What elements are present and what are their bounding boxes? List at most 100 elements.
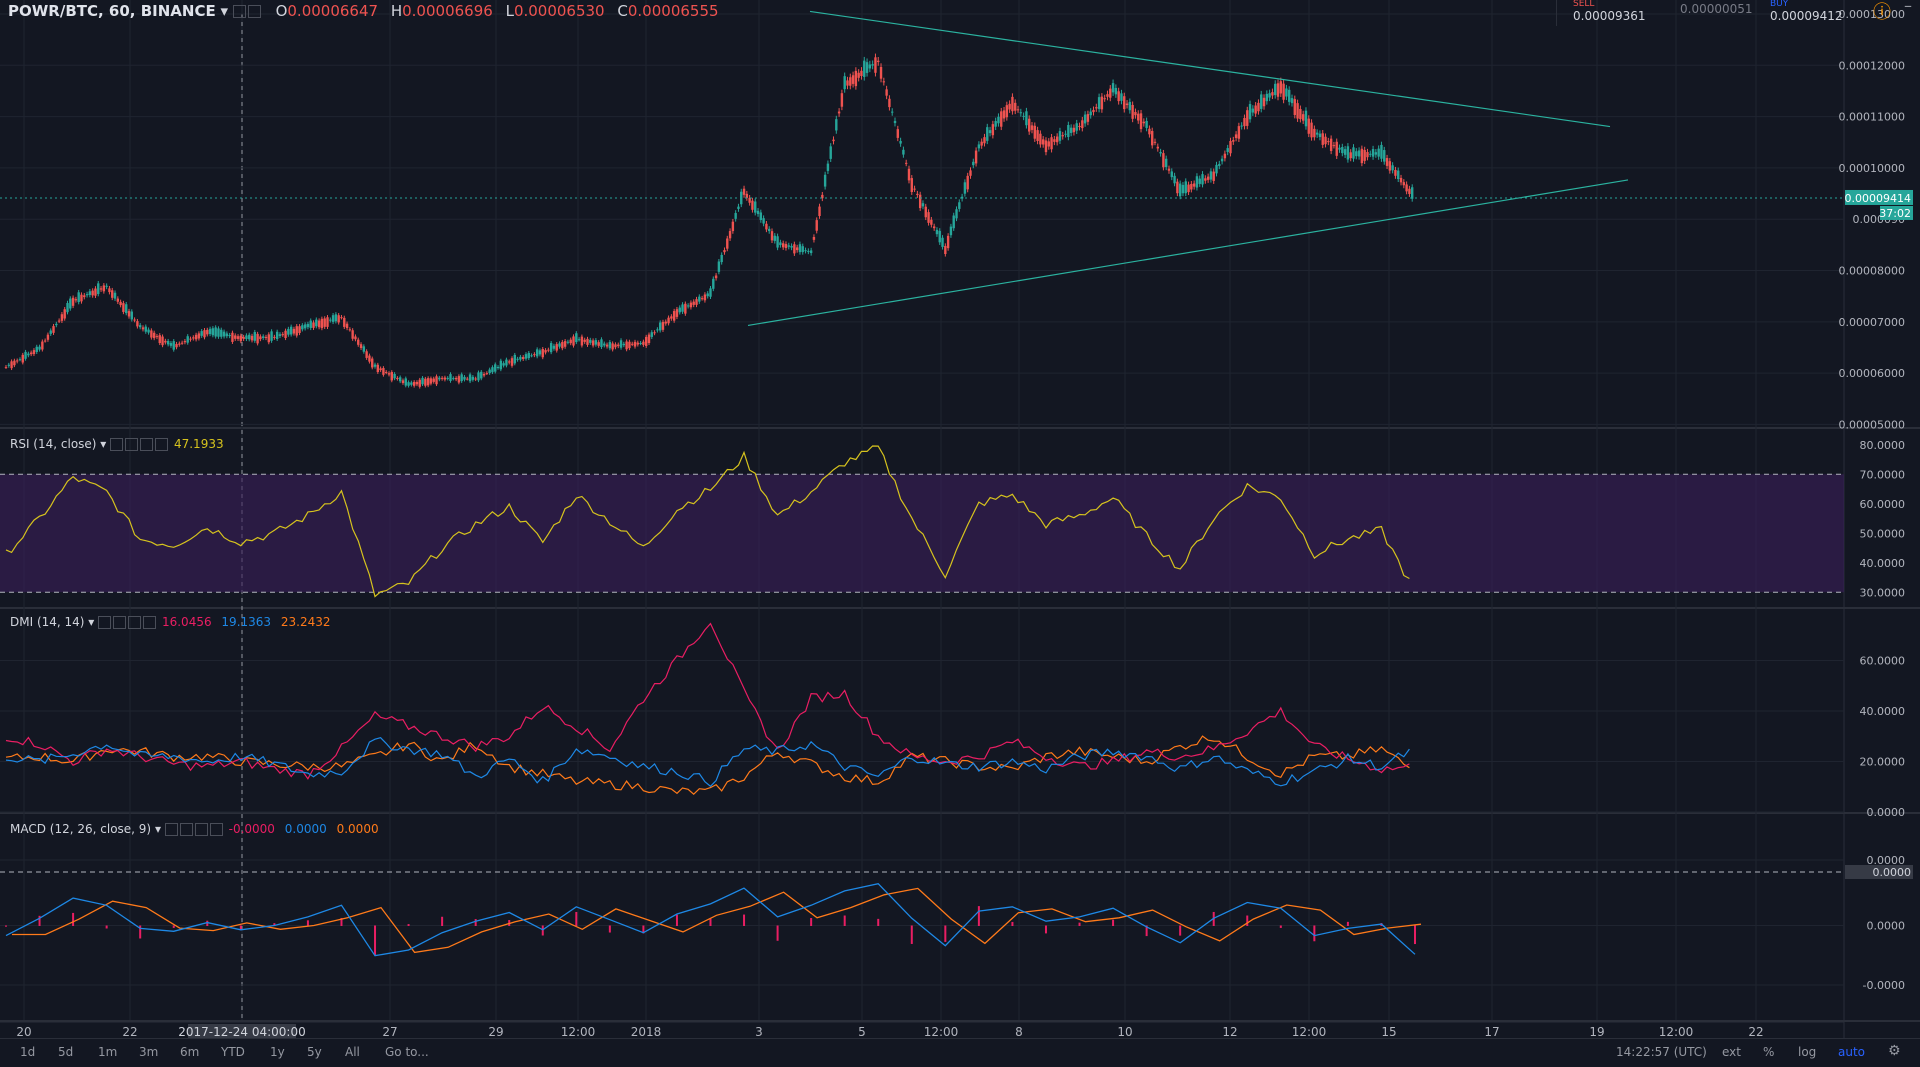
- candle-body: [144, 326, 147, 332]
- dmi-legend[interactable]: DMI (14, 14) ▾ 16.0456 19.1363 23.2432: [10, 615, 331, 629]
- candle-body: [1287, 89, 1291, 102]
- goto-button[interactable]: Go to...: [385, 1045, 429, 1059]
- candle-body: [765, 223, 768, 230]
- candle-body: [1307, 118, 1310, 134]
- percent-toggle[interactable]: %: [1763, 1045, 1775, 1059]
- range-6m[interactable]: 6m: [180, 1045, 200, 1059]
- auto-toggle[interactable]: auto: [1838, 1045, 1866, 1059]
- candle-body: [197, 333, 201, 339]
- eye-icon[interactable]: [113, 616, 127, 629]
- candle-body: [997, 116, 1000, 124]
- candle-body: [703, 294, 707, 301]
- candle-body: [60, 314, 64, 321]
- candle-body: [27, 353, 30, 356]
- candle-body: [826, 163, 830, 171]
- candle-body: [1039, 133, 1042, 145]
- minimize-icon[interactable]: –: [1904, 0, 1912, 15]
- settings-icon[interactable]: [110, 438, 124, 451]
- candle-body: [1095, 107, 1098, 109]
- macd-legend[interactable]: MACD (12, 26, close, 9) ▾ -0.0000 0.0000…: [10, 822, 379, 836]
- candle-body: [541, 348, 544, 358]
- candle-body: [793, 244, 796, 254]
- candle-body: [1159, 151, 1162, 154]
- candle-body: [21, 354, 24, 363]
- macd-histogram-bar: [642, 925, 645, 934]
- candle-body: [781, 243, 785, 248]
- candle-body: [426, 378, 430, 386]
- range-3m[interactable]: 3m: [139, 1045, 159, 1059]
- candle-body: [667, 317, 670, 324]
- candle-body: [32, 350, 36, 355]
- x-tick-label: 12:00: [1292, 1025, 1327, 1039]
- candle-body: [24, 351, 27, 359]
- close-icon[interactable]: [155, 438, 169, 451]
- x-tick-label: 12:00: [924, 1025, 959, 1039]
- symbol-header[interactable]: POWR/BTC, 60, BINANCE ▾ O0.00006647 H0.0…: [8, 2, 719, 20]
- range-5d[interactable]: 5d: [58, 1045, 74, 1059]
- buy-button[interactable]: BUY 0.00009412: [1770, 0, 1843, 26]
- eye-icon[interactable]: [179, 823, 193, 836]
- candle-body: [1223, 153, 1227, 159]
- chevron-down-icon[interactable]: ▾: [220, 2, 229, 20]
- symbol-title[interactable]: POWR/BTC, 60, BINANCE: [8, 2, 216, 20]
- info-icon[interactable]: ⓘ: [1873, 2, 1891, 23]
- candle-body: [127, 311, 131, 317]
- dmi-adx-line: [5, 735, 1410, 796]
- candle-body: [301, 325, 304, 330]
- candle-body: [7, 364, 10, 366]
- candle-body: [773, 235, 776, 241]
- candle-body: [474, 378, 477, 380]
- candle-body: [790, 245, 793, 248]
- buy-label: BUY: [1770, 0, 1789, 9]
- candle-body: [731, 221, 735, 232]
- range-1d[interactable]: 1d: [20, 1045, 36, 1059]
- countdown-badge: [1880, 205, 1913, 220]
- eye-icon[interactable]: [125, 438, 139, 451]
- plus-icon[interactable]: [140, 438, 154, 451]
- candle-body: [779, 242, 782, 246]
- triangle-lower-trendline: [747, 179, 1629, 327]
- candle-body: [1137, 113, 1140, 121]
- macd-histogram-bar: [5, 925, 7, 927]
- plus-icon[interactable]: [128, 616, 142, 629]
- candle-body: [438, 377, 441, 380]
- candle-body: [535, 349, 539, 357]
- close-icon[interactable]: [209, 823, 223, 836]
- gear-icon[interactable]: [232, 5, 246, 18]
- plus-icon[interactable]: [194, 823, 208, 836]
- gear-icon[interactable]: ⚙: [1888, 1043, 1901, 1059]
- candle-body: [1195, 176, 1199, 188]
- candle-body: [1111, 83, 1115, 93]
- eye-icon[interactable]: [247, 5, 261, 18]
- candle-body: [980, 141, 983, 146]
- log-toggle[interactable]: log: [1798, 1045, 1817, 1059]
- candle-body: [401, 380, 405, 384]
- macd-histogram-bar: [273, 923, 276, 926]
- candle-body: [217, 328, 220, 337]
- candle-body: [1343, 149, 1347, 155]
- candle-body: [1265, 93, 1269, 102]
- settings-icon[interactable]: [164, 823, 178, 836]
- settings-icon[interactable]: [98, 616, 112, 629]
- range-5y[interactable]: 5y: [307, 1045, 322, 1059]
- candle-body: [751, 200, 754, 210]
- candle-body: [868, 64, 872, 69]
- rsi-legend[interactable]: RSI (14, close) ▾ 47.1933: [10, 437, 224, 451]
- range-ytd[interactable]: YTD: [221, 1045, 245, 1059]
- range-1y[interactable]: 1y: [270, 1045, 285, 1059]
- candle-body: [482, 373, 486, 376]
- candle-body: [835, 119, 838, 131]
- close-icon[interactable]: [143, 616, 157, 629]
- candle-body: [1397, 170, 1400, 180]
- candle-body: [784, 244, 788, 249]
- candle-body: [955, 209, 958, 219]
- candle-body: [798, 244, 802, 253]
- range-all[interactable]: All: [345, 1045, 360, 1059]
- range-1m[interactable]: 1m: [98, 1045, 118, 1059]
- macd-hist-value: -0.0000: [228, 822, 275, 836]
- macd-pane: [0, 871, 1844, 957]
- high-label: H: [390, 2, 403, 20]
- sell-button[interactable]: SELL 0.00009361: [1573, 0, 1646, 26]
- ext-toggle[interactable]: ext: [1722, 1045, 1741, 1059]
